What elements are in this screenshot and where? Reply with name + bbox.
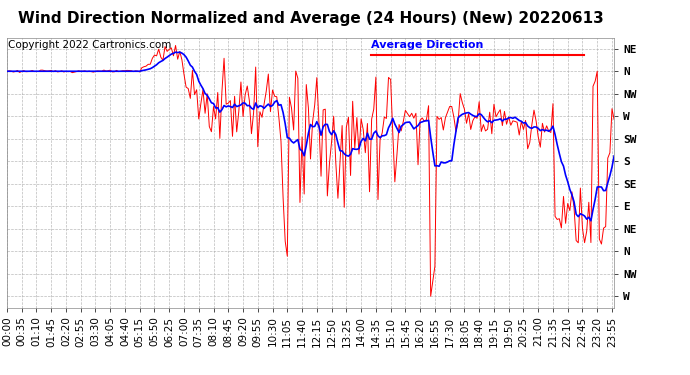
Text: Copyright 2022 Cartronics.com: Copyright 2022 Cartronics.com (8, 40, 171, 50)
Text: Wind Direction Normalized and Average (24 Hours) (New) 20220613: Wind Direction Normalized and Average (2… (18, 11, 603, 26)
Text: Average Direction: Average Direction (371, 40, 484, 50)
